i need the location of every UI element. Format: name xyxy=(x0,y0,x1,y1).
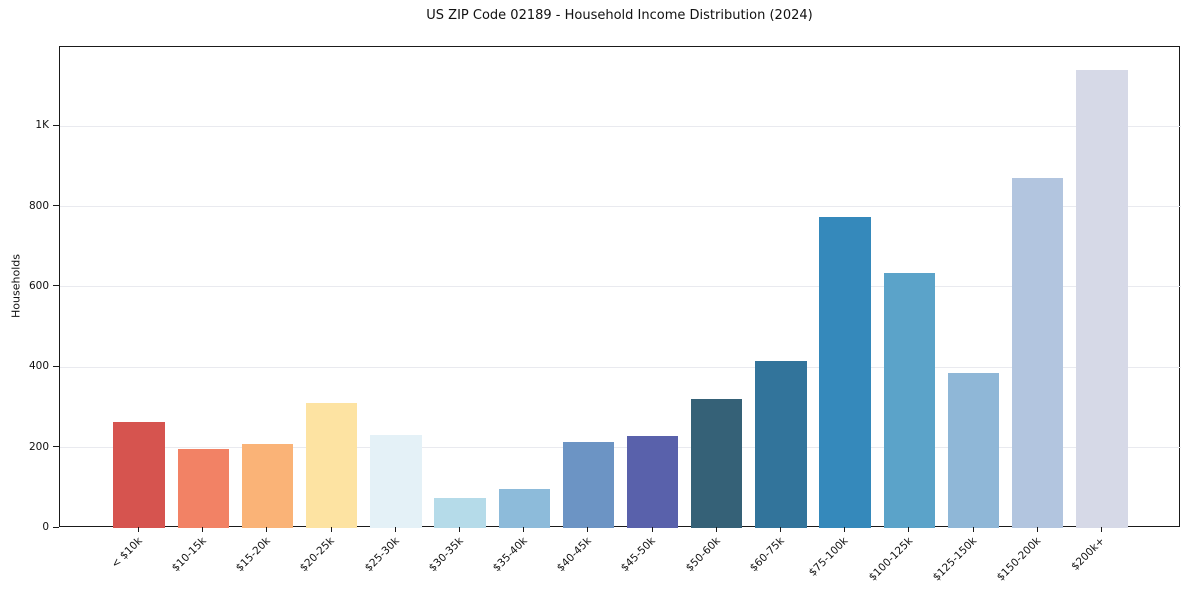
x-tick-mark xyxy=(779,527,781,532)
y-tick-mark xyxy=(53,285,59,287)
x-tick-label: $60-75k xyxy=(747,535,787,575)
x-tick-label: $150-200k xyxy=(994,535,1044,584)
x-tick-label: $15-20k xyxy=(233,535,273,575)
x-tick-label: $35-40k xyxy=(490,535,530,575)
x-tick-mark xyxy=(844,527,846,532)
x-tick-label: $75-100k xyxy=(806,535,851,579)
x-tick-mark xyxy=(330,527,332,532)
x-tick-label: $125-150k xyxy=(930,535,980,584)
x-tick-mark xyxy=(138,527,140,532)
y-tick-mark xyxy=(53,124,59,126)
x-tick-label: $200k+ xyxy=(1069,535,1108,573)
y-tick-mark xyxy=(53,205,59,207)
bar-$35-40k xyxy=(498,488,550,528)
x-tick-label: $40-45k xyxy=(554,535,594,575)
bar-$10-15k xyxy=(177,448,229,528)
bar-$30-35k xyxy=(434,498,486,528)
plot-area xyxy=(59,46,1181,528)
bar-$100-125k xyxy=(883,273,935,528)
chart-title: US ZIP Code 02189 - Household Income Dis… xyxy=(426,8,813,23)
bar-$60-75k xyxy=(755,360,807,528)
x-tick-mark xyxy=(651,527,653,532)
x-tick-mark xyxy=(972,527,974,532)
x-tick-mark xyxy=(266,527,268,532)
x-tick-mark xyxy=(1036,527,1038,532)
bar-$75-100k xyxy=(819,217,871,528)
y-tick-mark xyxy=(53,526,59,528)
bar-< $10k xyxy=(113,421,165,528)
x-tick-mark xyxy=(523,527,525,532)
x-tick-mark xyxy=(394,527,396,532)
bar-$20-25k xyxy=(305,402,358,528)
bar-$40-45k xyxy=(562,441,615,528)
gridline-400 xyxy=(60,366,1181,368)
x-tick-mark xyxy=(1100,527,1102,532)
y-tick-label: 0 xyxy=(42,521,49,533)
bar-$25-30k xyxy=(370,434,422,528)
x-tick-mark xyxy=(587,527,589,532)
x-tick-label: $30-35k xyxy=(426,535,466,575)
y-tick-mark xyxy=(53,446,59,448)
x-tick-label: $20-25k xyxy=(298,535,338,575)
x-tick-mark xyxy=(459,527,461,532)
gridline-600 xyxy=(60,286,1181,288)
x-tick-label: $50-60k xyxy=(683,535,723,575)
x-tick-mark xyxy=(715,527,717,532)
y-tick-mark xyxy=(53,365,59,367)
y-tick-label: 1K xyxy=(35,119,49,132)
gridline-800 xyxy=(60,206,1181,208)
y-tick-label: 800 xyxy=(28,199,49,212)
y-tick-label: 400 xyxy=(28,360,49,373)
x-tick-label: $100-125k xyxy=(866,535,915,584)
x-tick-mark xyxy=(202,527,204,532)
gridline-200 xyxy=(60,447,1181,449)
bar-$150-200k xyxy=(1012,178,1064,528)
bar-$15-20k xyxy=(241,443,294,528)
x-tick-label: < $10k xyxy=(109,535,145,571)
y-tick-label: 200 xyxy=(28,440,49,453)
bar-$200k+ xyxy=(1076,69,1128,528)
x-tick-label: $45-50k xyxy=(618,535,659,575)
y-tick-label: 600 xyxy=(28,279,49,292)
x-tick-label: $10-15k xyxy=(169,535,209,575)
bar-$125-150k xyxy=(947,373,1000,528)
gridline-1K xyxy=(60,125,1181,127)
x-tick-mark xyxy=(908,527,910,532)
x-tick-label: $25-30k xyxy=(362,535,402,575)
bar-$50-60k xyxy=(691,398,743,528)
bar-$45-50k xyxy=(626,436,679,528)
